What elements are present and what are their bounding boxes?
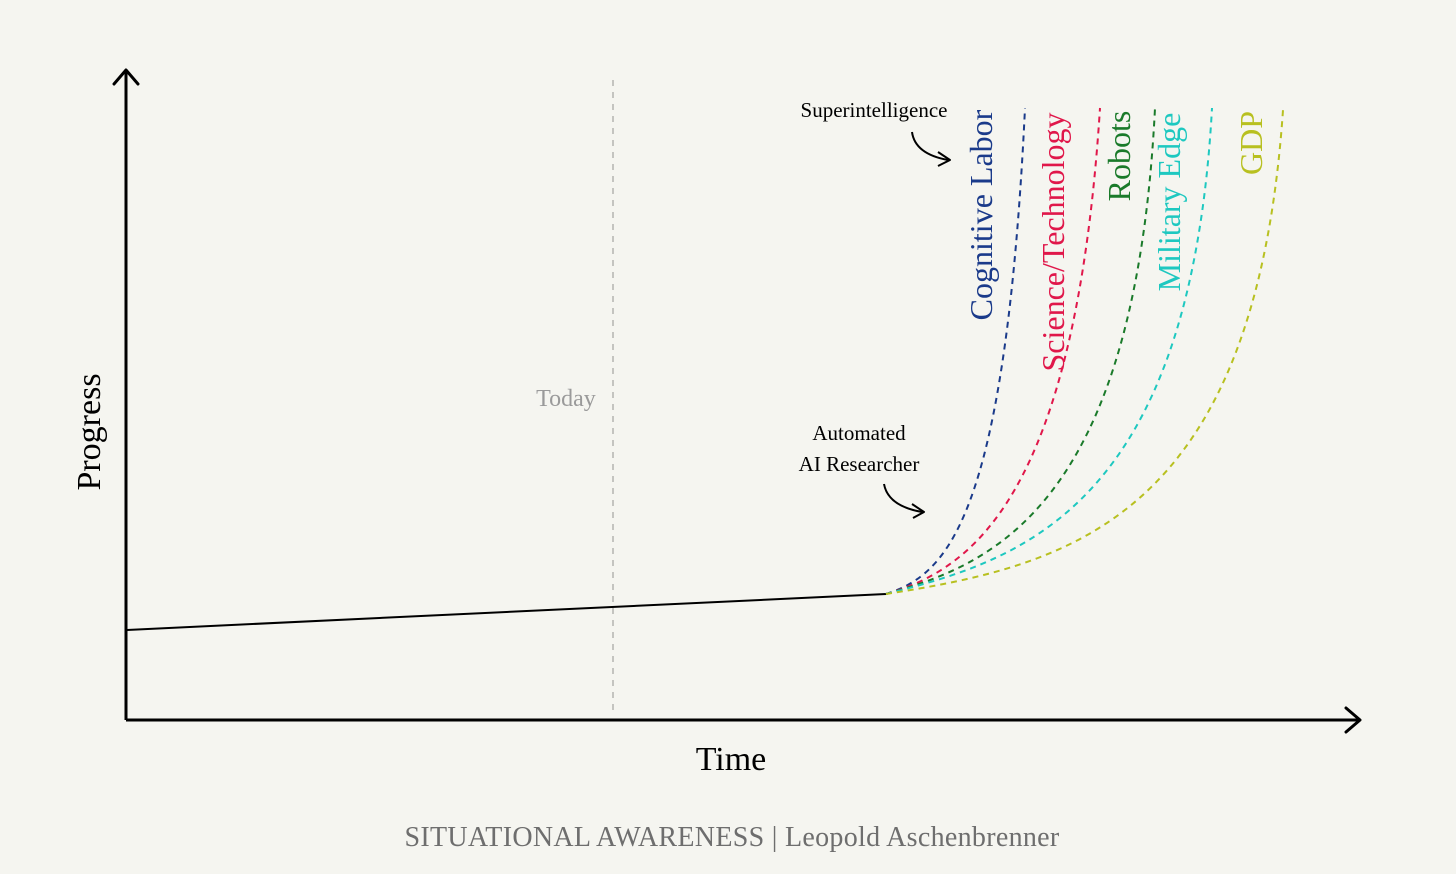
- y-axis-label: Progress: [71, 373, 108, 490]
- x-axis-arrow-icon: [1344, 706, 1362, 734]
- superintelligence-arrow-icon: [911, 131, 949, 161]
- series-curve-cognitive-labor: [885, 107, 1026, 595]
- today-label: Today: [536, 386, 596, 412]
- series-label-gdp: GDP: [1233, 111, 1269, 175]
- series-label-cognitive-labor: Cognitive Labor: [963, 109, 999, 320]
- series-curve-gdp: [885, 109, 1284, 595]
- superintelligence-arrowhead-icon: [937, 151, 951, 167]
- y-axis-arrow-icon: [112, 68, 140, 86]
- automated-researcher-label-line2: AI Researcher: [799, 452, 920, 476]
- x-axis-label: Time: [696, 741, 767, 778]
- series-curve-military-edge: [885, 107, 1213, 595]
- superintelligence-label: Superintelligence: [801, 98, 948, 122]
- automated-researcher-arrow-icon: [883, 483, 923, 513]
- annotation-superintelligence: Superintelligence: [801, 98, 951, 167]
- baseline-progress-line: [125, 593, 887, 631]
- series-curves: [885, 107, 1284, 595]
- series-labels: Cognitive Labor Science/Technology Robots M…: [963, 109, 1269, 371]
- annotation-automated-researcher: Automated AI Researcher: [799, 421, 925, 519]
- series-label-robots: Robots: [1101, 111, 1137, 202]
- series-label-military-edge: Military Edge: [1151, 113, 1187, 292]
- automated-researcher-arrowhead-icon: [911, 503, 925, 519]
- series-curve-robots: [885, 107, 1156, 595]
- series-curve-science-technology: [885, 107, 1101, 595]
- series-label-science-technology: Science/Technology: [1035, 113, 1071, 372]
- automated-researcher-label-line1: Automated: [812, 421, 906, 445]
- footer-credit: SITUATIONAL AWARENESS | Leopold Aschenbr…: [404, 822, 1059, 853]
- axes: [112, 68, 1362, 734]
